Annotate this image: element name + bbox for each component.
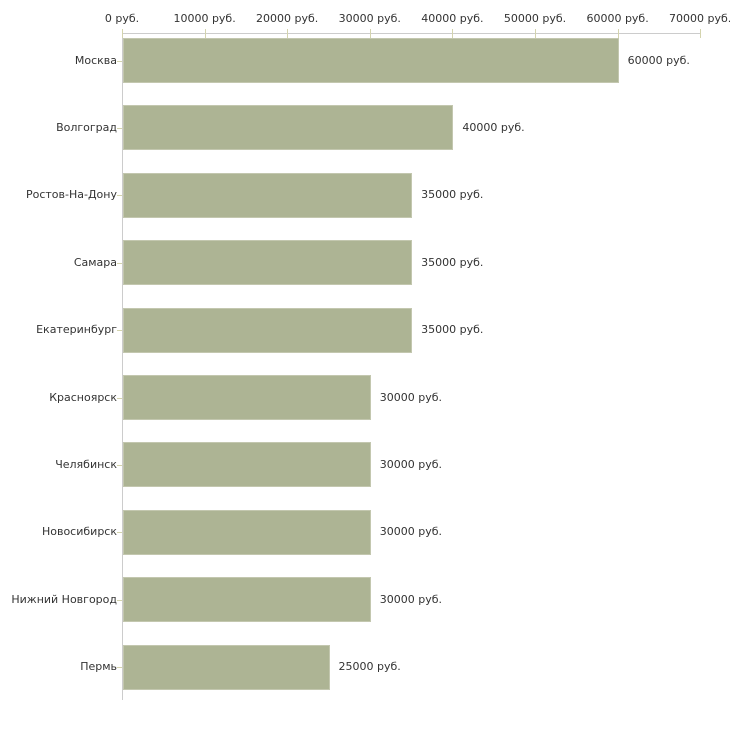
value-label: 30000 руб.	[379, 525, 443, 539]
category-label: Ростов-На-Дону	[25, 188, 117, 202]
value-label: 30000 руб.	[379, 592, 443, 606]
y-axis-tick	[117, 667, 122, 669]
y-axis-tick	[117, 60, 122, 62]
category-label: Нижний Новгород	[11, 592, 117, 606]
y-axis-tick	[117, 599, 122, 601]
bar	[123, 172, 413, 218]
category-label: Челябинск	[55, 457, 117, 471]
bar	[123, 644, 330, 690]
x-axis-tick	[369, 29, 371, 38]
category-label: Волгоград	[56, 120, 117, 134]
bar	[123, 38, 619, 83]
value-label: 30000 руб.	[379, 457, 443, 471]
value-label: 25000 руб.	[338, 660, 401, 674]
category-label: Москва	[74, 53, 117, 67]
value-label: 35000 руб.	[421, 323, 484, 337]
y-axis-tick	[117, 464, 122, 466]
x-axis-tick	[700, 29, 702, 38]
category-label: Новосибирск	[41, 525, 117, 539]
y-axis-tick	[117, 195, 122, 197]
value-label: 40000 руб.	[462, 120, 525, 134]
bar	[123, 375, 371, 420]
x-axis-line	[122, 33, 701, 34]
x-axis-tick-label: 10000 руб.	[173, 12, 236, 25]
x-axis-tick	[452, 29, 454, 38]
x-axis-tick	[535, 29, 536, 38]
category-label: Самара	[73, 255, 117, 269]
category-label: Екатеринбург	[36, 323, 117, 337]
x-axis-tick-label: 30000 руб.	[338, 12, 401, 25]
x-axis-tick	[287, 29, 289, 38]
y-axis-tick	[117, 127, 122, 129]
value-label: 35000 руб.	[421, 188, 484, 202]
category-label: Красноярск	[49, 390, 117, 404]
y-axis-tick	[117, 262, 122, 264]
y-axis-tick	[117, 532, 122, 534]
x-axis-tick	[617, 29, 619, 38]
x-axis-tick	[204, 29, 206, 38]
x-axis-tick-label: 60000 руб.	[586, 12, 649, 25]
y-axis-tick	[117, 330, 122, 332]
x-axis-tick-label: 40000 руб.	[421, 12, 484, 25]
x-axis-tick-label: 0 руб.	[104, 12, 140, 25]
x-axis-tick-label: 70000 руб.	[669, 12, 730, 25]
value-label: 35000 руб.	[421, 255, 484, 269]
bar	[123, 442, 371, 488]
bar	[123, 509, 371, 555]
category-label: Пермь	[80, 660, 117, 674]
bar	[123, 105, 454, 151]
x-axis-tick-label: 50000 руб.	[503, 12, 567, 25]
x-axis-tick-label: 20000 руб.	[256, 12, 319, 25]
bar	[123, 307, 413, 353]
x-axis-tick	[122, 29, 123, 38]
bar	[123, 240, 413, 286]
y-axis-line	[122, 33, 123, 700]
value-label: 60000 руб.	[627, 53, 690, 67]
bar	[123, 577, 371, 623]
y-axis-tick	[117, 397, 122, 399]
value-label: 30000 руб.	[379, 390, 443, 404]
